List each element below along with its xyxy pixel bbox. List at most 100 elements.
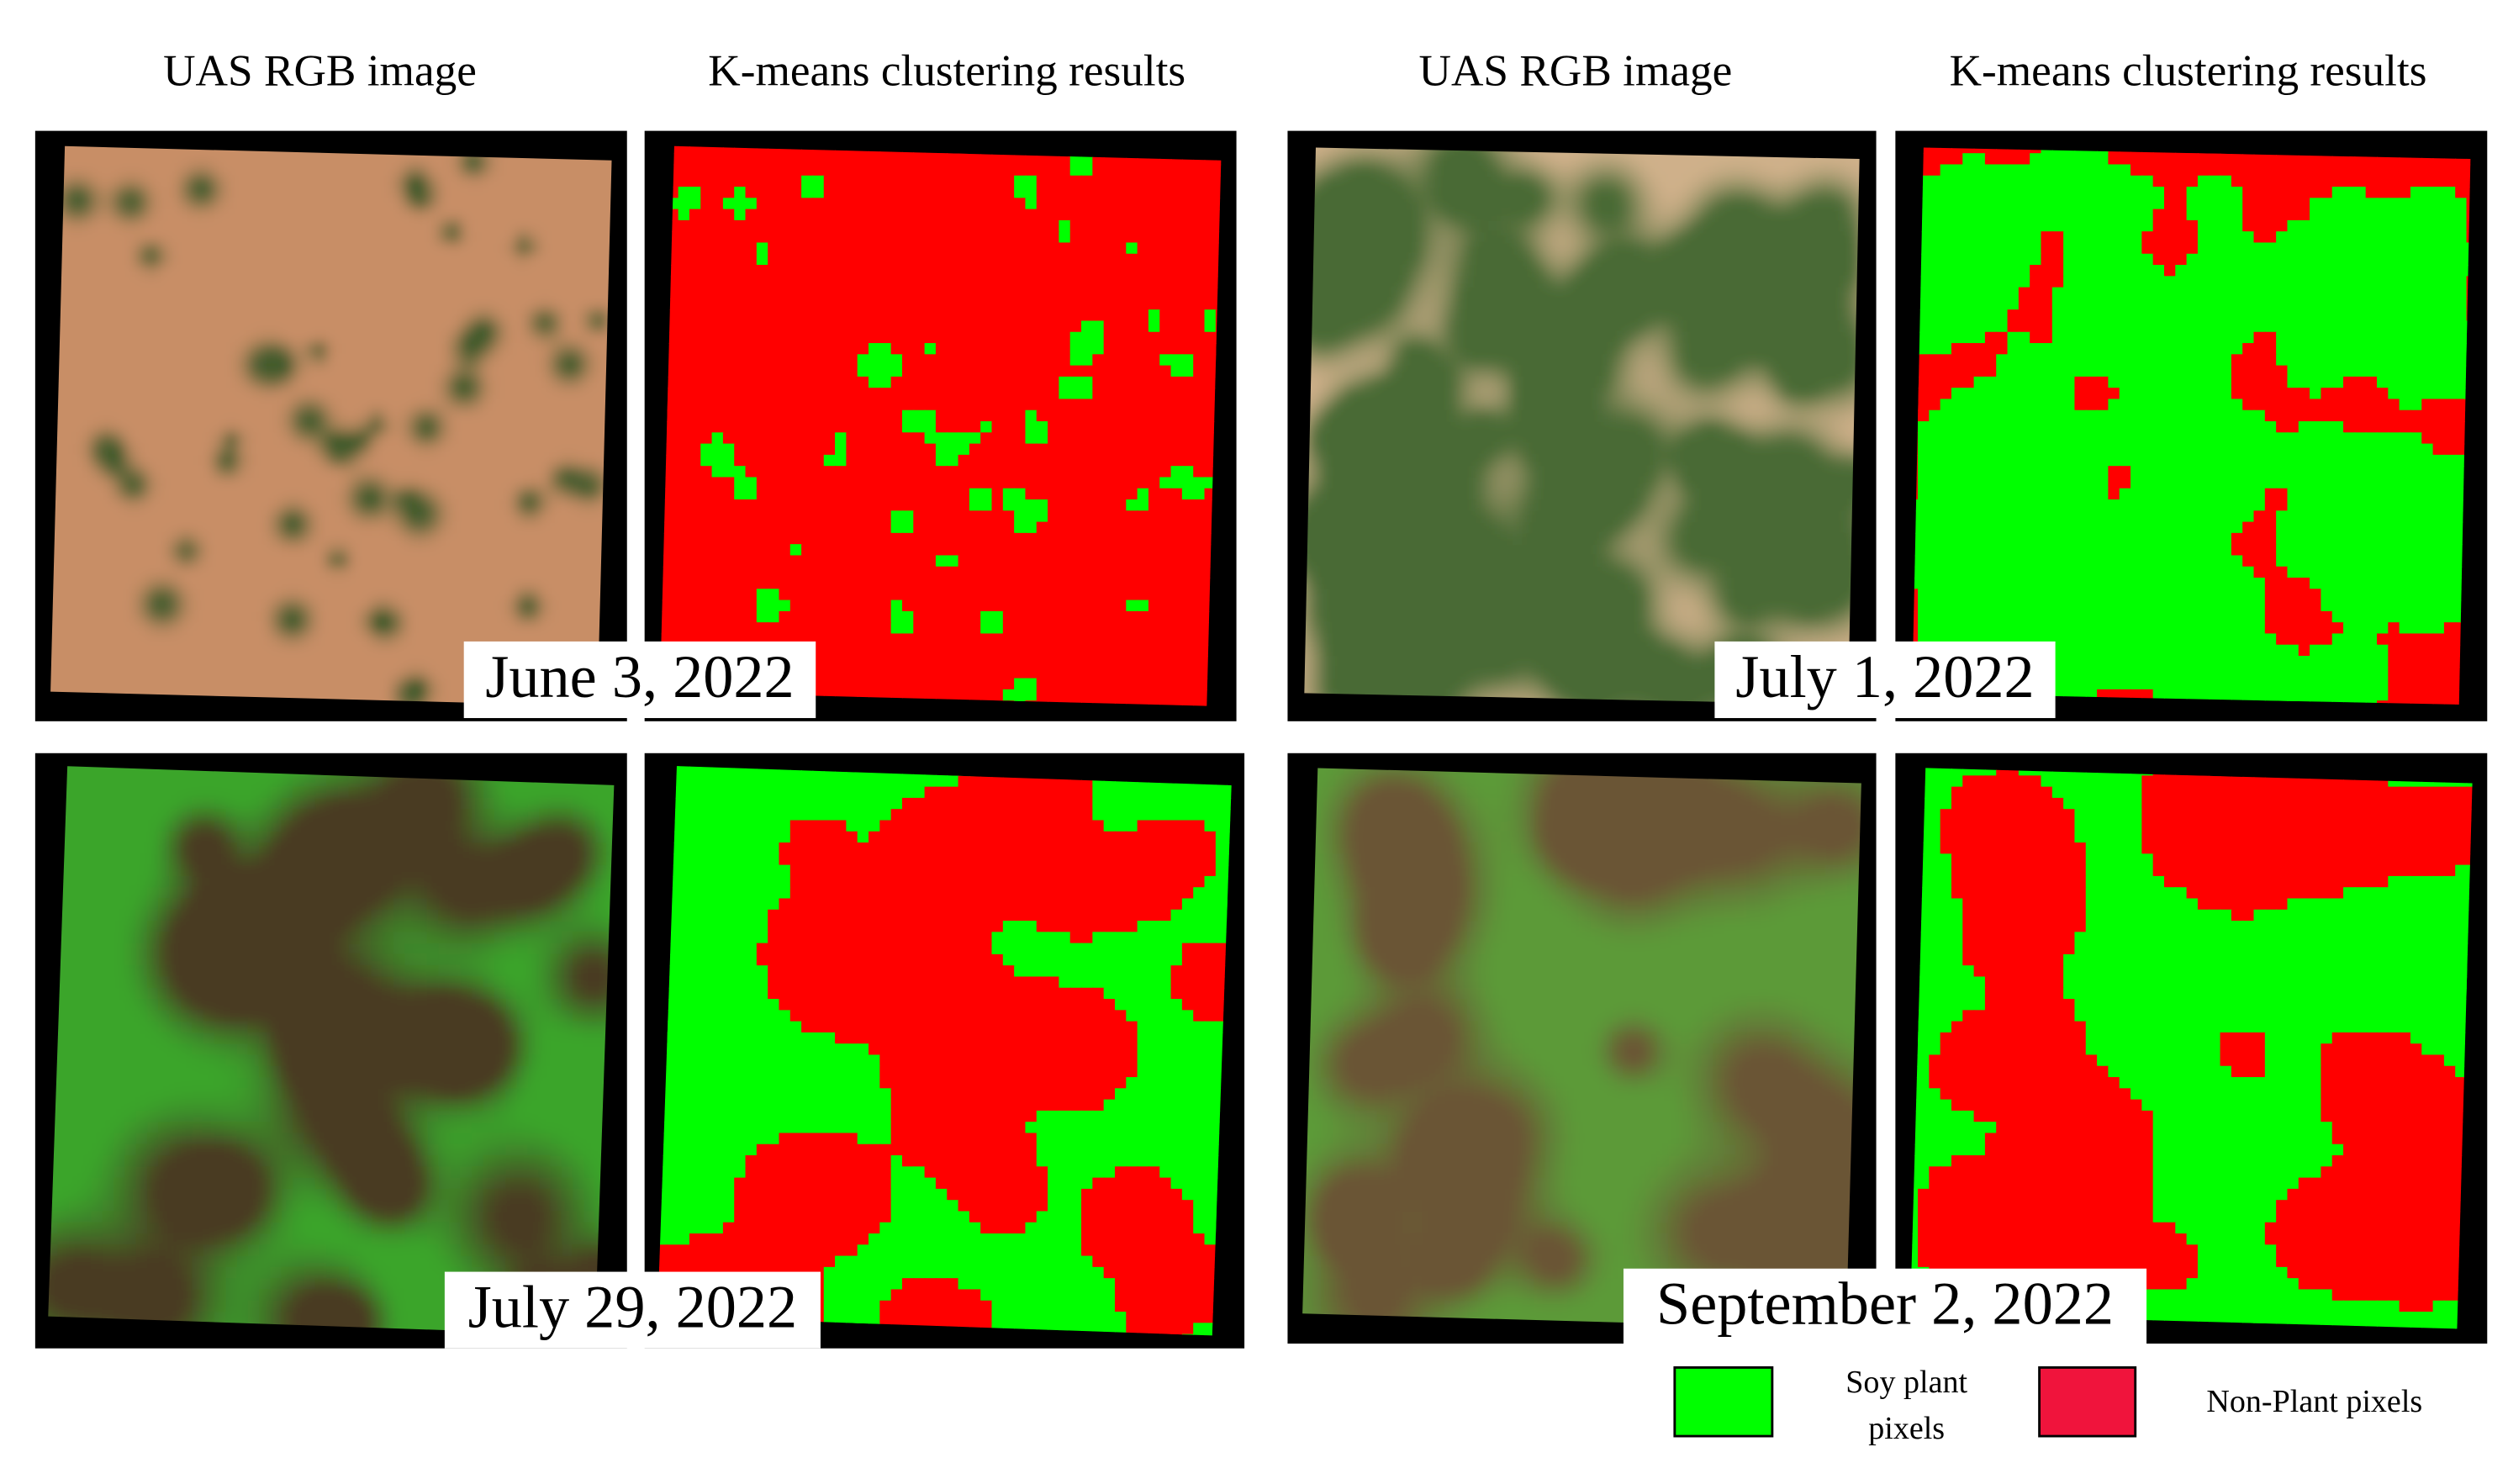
pixel bbox=[214, 644, 227, 657]
pixel bbox=[745, 164, 758, 177]
pixel bbox=[1215, 198, 1222, 210]
pixel bbox=[494, 599, 507, 612]
pixel bbox=[1103, 198, 1116, 210]
pixel bbox=[57, 320, 70, 333]
pixel bbox=[236, 388, 249, 400]
pixel bbox=[203, 421, 215, 434]
pixel bbox=[539, 287, 552, 299]
pixel bbox=[259, 678, 272, 690]
pixel bbox=[203, 678, 215, 690]
pixel bbox=[382, 209, 394, 221]
pixel bbox=[326, 488, 339, 500]
pixel bbox=[768, 388, 780, 400]
pixel bbox=[583, 589, 596, 601]
pixel bbox=[857, 365, 869, 378]
pixel bbox=[158, 153, 171, 166]
pixel bbox=[1092, 466, 1105, 478]
pixel bbox=[689, 466, 702, 478]
pixel bbox=[879, 443, 892, 456]
pixel bbox=[270, 532, 282, 546]
pixel bbox=[270, 432, 282, 445]
pixel bbox=[667, 578, 679, 590]
pixel bbox=[801, 265, 814, 277]
pixel bbox=[924, 432, 937, 445]
pixel bbox=[1159, 499, 1172, 512]
pixel bbox=[812, 287, 825, 299]
pixel bbox=[812, 198, 825, 210]
pixel bbox=[1126, 331, 1138, 344]
pixel bbox=[1081, 443, 1094, 456]
pixel bbox=[192, 320, 204, 333]
pixel bbox=[50, 622, 59, 635]
pixel bbox=[594, 399, 607, 411]
pixel bbox=[812, 298, 825, 311]
pixel bbox=[135, 365, 148, 378]
pixel bbox=[259, 578, 272, 590]
pixel bbox=[472, 477, 484, 489]
pixel bbox=[1148, 466, 1161, 478]
pixel bbox=[516, 432, 529, 445]
pixel bbox=[438, 667, 451, 679]
pixel bbox=[1148, 510, 1161, 523]
pixel bbox=[516, 466, 529, 478]
pixel bbox=[360, 578, 372, 590]
pixel bbox=[449, 521, 462, 534]
pixel bbox=[483, 354, 495, 367]
pixel bbox=[472, 164, 484, 177]
pixel bbox=[734, 187, 747, 199]
pixel bbox=[449, 432, 462, 445]
pixel bbox=[360, 599, 372, 612]
pixel bbox=[768, 365, 780, 378]
pixel bbox=[415, 510, 428, 523]
pixel bbox=[124, 532, 137, 546]
pixel bbox=[91, 409, 103, 422]
pixel bbox=[293, 320, 305, 333]
pixel bbox=[1069, 488, 1082, 500]
pixel bbox=[734, 253, 747, 266]
pixel bbox=[147, 354, 160, 367]
pixel bbox=[1181, 399, 1195, 411]
pixel bbox=[678, 432, 690, 445]
pixel bbox=[314, 566, 328, 578]
pixel bbox=[135, 343, 148, 356]
pixel bbox=[203, 198, 215, 210]
pixel bbox=[689, 309, 702, 322]
pixel bbox=[539, 365, 552, 378]
pixel bbox=[483, 521, 495, 534]
pixel bbox=[102, 209, 115, 221]
pixel bbox=[360, 388, 372, 400]
pixel bbox=[293, 209, 305, 221]
pixel bbox=[158, 175, 171, 187]
pixel bbox=[550, 253, 562, 266]
pixel bbox=[1002, 454, 1016, 467]
pixel bbox=[314, 599, 328, 612]
pixel bbox=[293, 432, 305, 445]
pixel bbox=[114, 488, 126, 500]
pixel bbox=[1092, 477, 1105, 489]
pixel bbox=[494, 253, 507, 266]
pixel bbox=[1081, 499, 1094, 512]
pixel bbox=[91, 678, 103, 690]
pixel bbox=[460, 599, 473, 612]
pixel bbox=[68, 466, 82, 478]
pixel bbox=[158, 633, 171, 646]
pixel bbox=[801, 499, 814, 512]
pixel bbox=[449, 622, 462, 635]
pixel bbox=[371, 432, 383, 445]
pixel bbox=[935, 219, 948, 233]
pixel bbox=[1081, 421, 1094, 434]
pixel bbox=[947, 153, 959, 166]
pixel bbox=[236, 365, 249, 378]
pixel bbox=[924, 376, 937, 389]
pixel bbox=[371, 209, 383, 221]
pixel bbox=[449, 499, 462, 512]
pixel bbox=[326, 198, 339, 210]
pixel bbox=[1159, 488, 1172, 500]
pixel bbox=[527, 298, 541, 311]
pixel bbox=[1137, 566, 1149, 578]
pixel bbox=[281, 499, 294, 512]
pixel bbox=[102, 219, 115, 233]
pixel bbox=[768, 153, 780, 166]
pixel bbox=[734, 354, 747, 367]
pixel bbox=[1059, 521, 1071, 534]
